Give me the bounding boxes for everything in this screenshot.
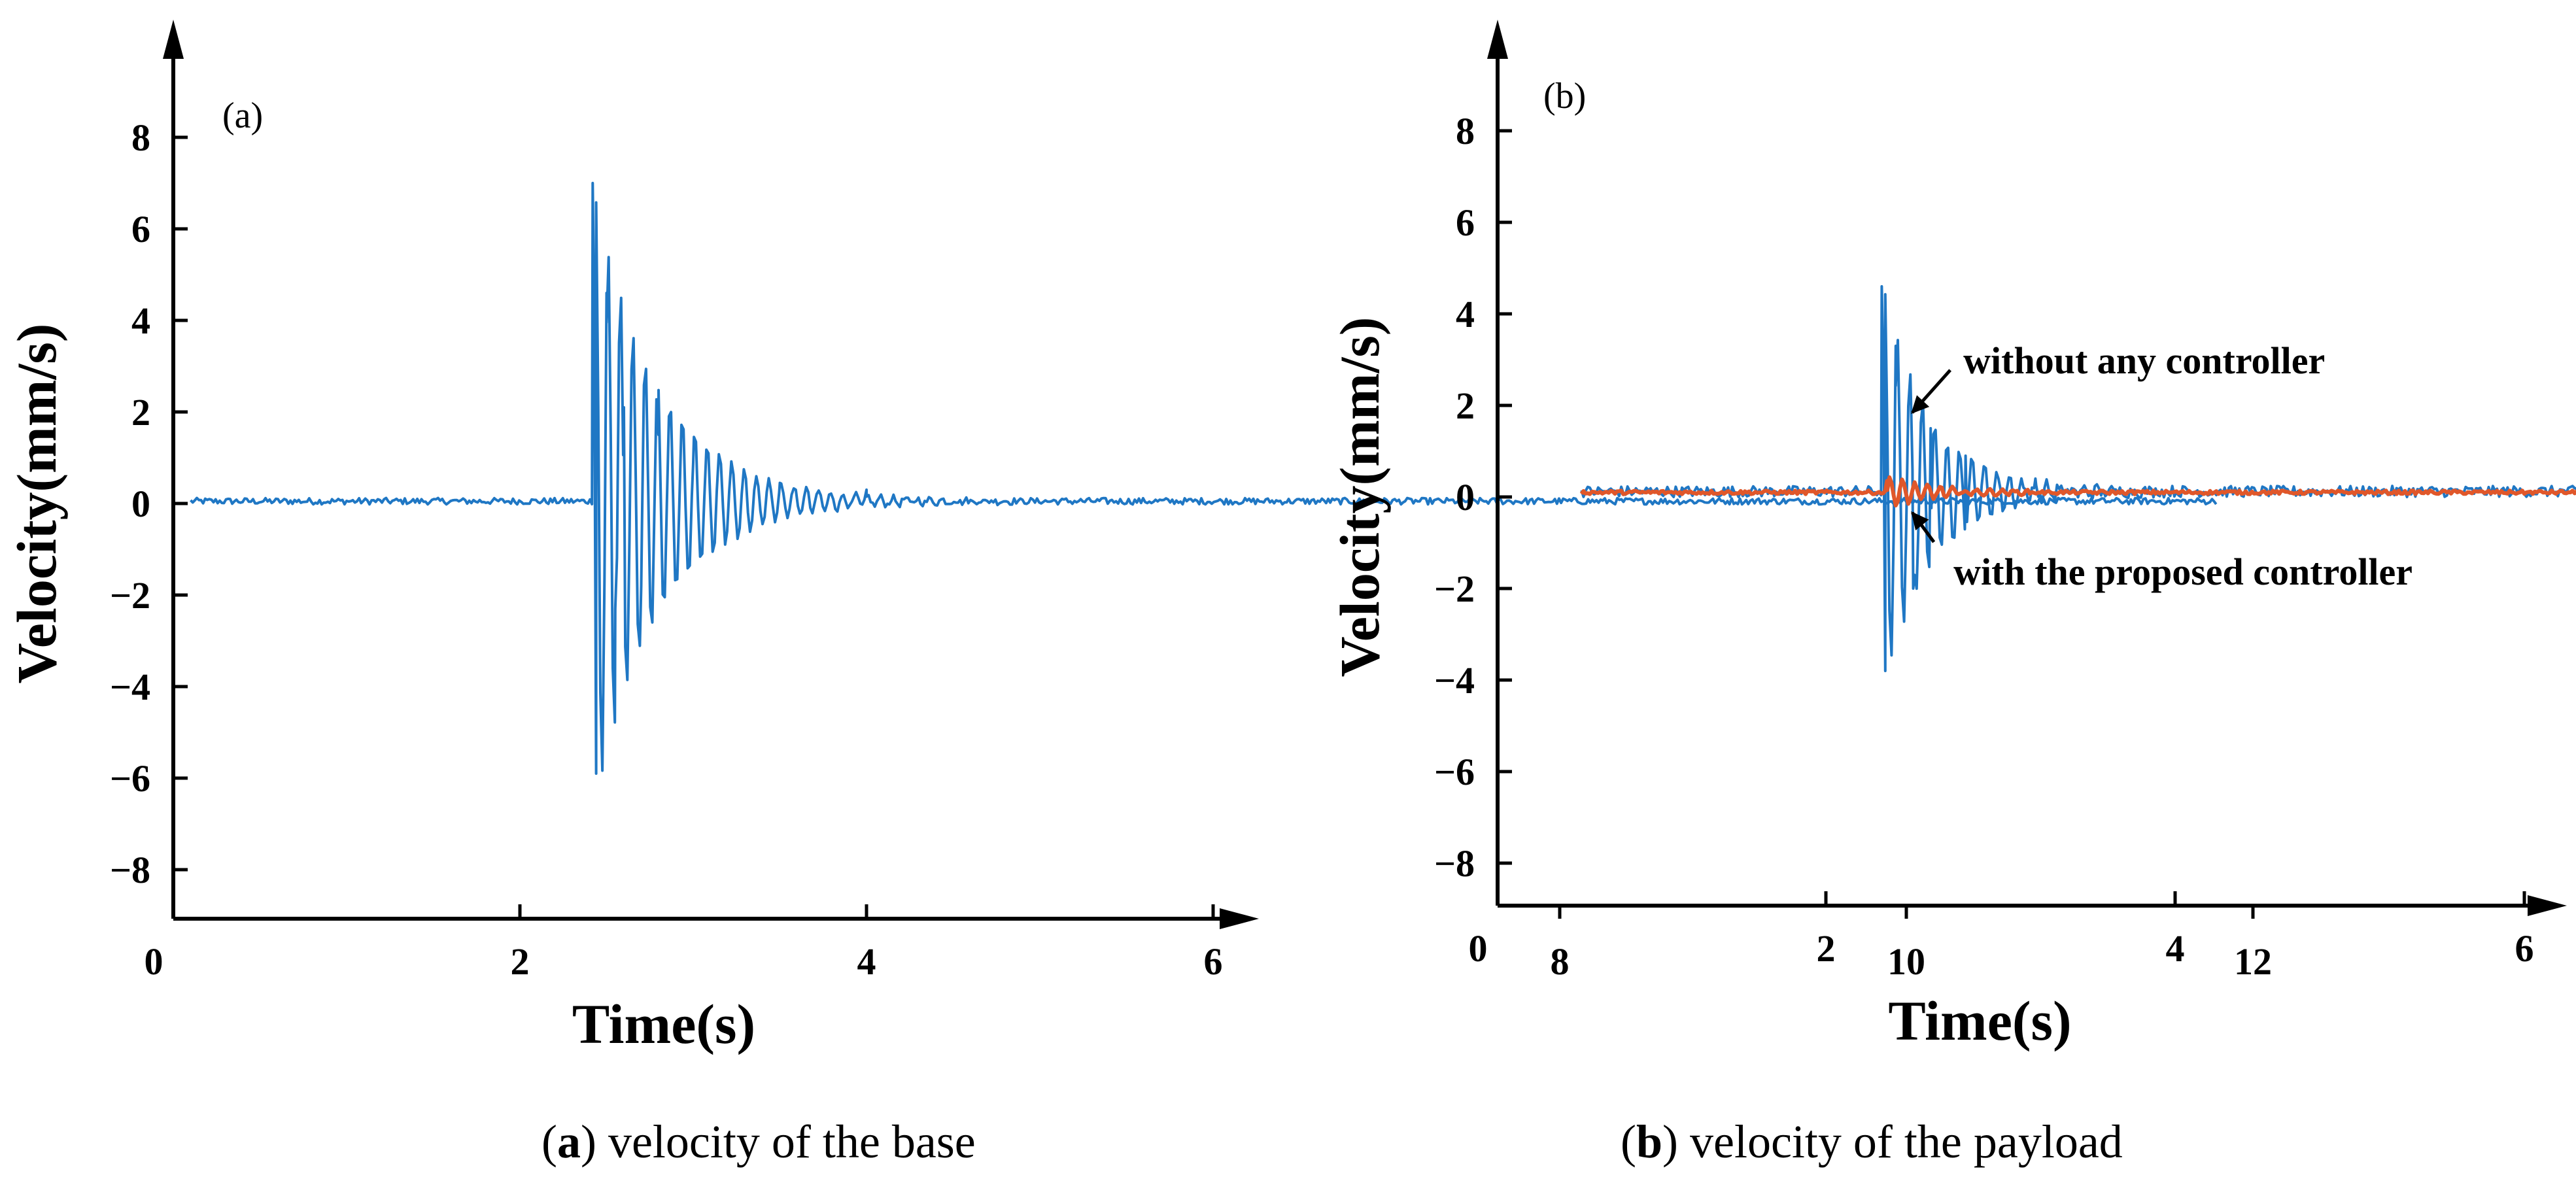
x-tick-label-b: 0 [1469, 927, 1488, 970]
y-tick-label-a: 0 [131, 483, 150, 525]
caption-a-letter: a [557, 1116, 581, 1168]
x-tick-label-a: 2 [511, 940, 530, 983]
x-tick-label-a: 4 [857, 940, 876, 983]
y-axis-label-a: Velocity(mm/s) [5, 324, 68, 684]
y-tick-label-a: 8 [131, 116, 150, 159]
annotation-arrowhead-0 [1911, 395, 1930, 414]
y-tick-label-b: −6 [1434, 751, 1475, 793]
x-axis-label-a: Time(s) [572, 993, 755, 1055]
y-tick-label-a: −4 [110, 666, 150, 708]
x-tick-label-a: 10 [1887, 940, 1925, 983]
x-tick-label-a: 8 [1551, 940, 1570, 983]
x-tick-label-a: 6 [1204, 940, 1223, 983]
y-tick-label-b: 4 [1456, 293, 1475, 335]
caption-a-text: ) velocity of the base [580, 1116, 976, 1168]
y-tick-label-b: −4 [1434, 659, 1475, 702]
y-tick-label-a: −6 [110, 757, 150, 800]
x-tick-label-a: 0 [145, 940, 163, 983]
x-axis-arrow-b [2528, 895, 2567, 916]
y-tick-label-b: 6 [1456, 201, 1475, 244]
series-line-b-1 [1579, 475, 2576, 507]
x-tick-label-b: 4 [2166, 927, 2185, 970]
series-line-a-0 [190, 182, 2218, 775]
x-tick-label-b: 2 [1817, 927, 1836, 970]
y-tick-label-a: 4 [131, 299, 150, 342]
y-tick-label-b: 2 [1456, 384, 1475, 427]
y-tick-label-b: −2 [1434, 568, 1475, 610]
y-axis-label-b: Velocity(mm/s) [1328, 317, 1391, 677]
panel-label-b: (b) [1543, 76, 1586, 116]
caption-a: (a) velocity of the base [541, 1116, 976, 1168]
series-line-b-0 [1580, 285, 2576, 672]
annotation-text-0: without any controller [1963, 339, 2325, 382]
y-axis-arrow-b [1487, 20, 1508, 59]
x-axis-label-b: Time(s) [1888, 989, 2071, 1052]
y-tick-label-a: −2 [110, 574, 150, 617]
x-axis-arrow-a [1220, 908, 1259, 929]
x-tick-label-a: 12 [2234, 940, 2272, 983]
y-tick-label-a: 2 [131, 391, 150, 434]
panel-label-a: (a) [222, 95, 263, 136]
y-tick-label-a: 6 [131, 208, 150, 250]
axes-a: −8 −6 −4 −2 0 2 4 6 8 0 2 4 6 8 10 12 Time(s) Velocity(mm… [5, 20, 2272, 1055]
axes-b: −8 −6 −4 −2 0 2 4 6 8 0 2 4 6 8 10 12 Time(s) Velocity(mm… [1328, 20, 2576, 1052]
caption-b-text: ) velocity of the payload [1662, 1116, 2123, 1168]
x-tick-label-b: 6 [2515, 927, 2534, 970]
caption-b: (b) velocity of the payload [1621, 1116, 2123, 1168]
caption-b-letter: b [1636, 1116, 1663, 1168]
annotation-arrowhead-1 [1911, 511, 1929, 531]
y-tick-label-a: −8 [110, 849, 150, 891]
y-tick-label-b: 0 [1456, 476, 1475, 519]
y-axis-arrow-a [163, 20, 184, 59]
y-tick-label-b: −8 [1434, 842, 1475, 885]
y-tick-label-b: 8 [1456, 110, 1475, 152]
annotation-text-1: with the proposed controller [1953, 551, 2413, 593]
